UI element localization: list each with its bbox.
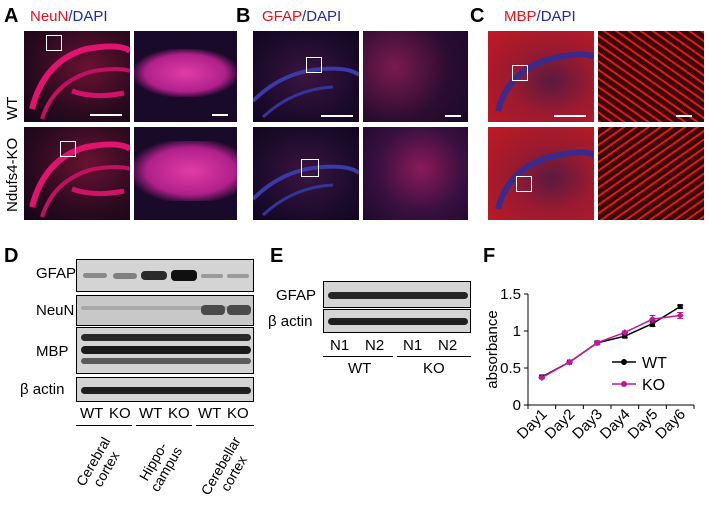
- y-tick-label: 0: [513, 397, 521, 414]
- group-underline: [76, 425, 132, 426]
- micrograph-a-wt-high: [134, 31, 237, 122]
- blot-e-gfap: [323, 281, 471, 308]
- blot-d-lane: KO: [227, 405, 249, 422]
- x-tick-label: Day6: [652, 406, 689, 443]
- data-point-wt: [650, 321, 655, 327]
- zoom-box: [516, 176, 532, 192]
- x-tick-label: Day4: [597, 406, 634, 443]
- stain-mbp: MBP: [504, 8, 537, 25]
- blot-e-lane: N2: [365, 337, 385, 354]
- micrograph-c-wt-low: [488, 31, 594, 122]
- blot-d-label-mbp: MBP: [36, 343, 69, 360]
- panel-c-stain-title: MBP/DAPI: [504, 8, 576, 25]
- panel-label-a: A: [4, 5, 19, 27]
- y-tick-label: 1: [513, 323, 521, 340]
- data-point-ko: [676, 311, 684, 319]
- y-tick-label: 1.5: [500, 286, 521, 303]
- scale-bar: [445, 115, 461, 117]
- blot-e-lane: N1: [330, 337, 350, 354]
- blot-e-lane: N2: [438, 337, 458, 354]
- micrograph-c-wt-high: [598, 31, 704, 122]
- stain-gfap: GFAP: [262, 8, 303, 25]
- blot-d-label-actin: β actin: [20, 381, 65, 398]
- data-point-wt: [677, 304, 683, 310]
- blot-d-lane: WT: [198, 405, 222, 422]
- zoom-box: [60, 141, 76, 157]
- series-line-ko: [541, 314, 681, 379]
- data-point-wt: [622, 333, 628, 339]
- scale-bar: [554, 115, 586, 117]
- group-underline: [196, 425, 254, 426]
- zoom-box: [512, 65, 528, 81]
- absorbance-chart: 00.511.5Day1Day2Day3Day4Day5Day6absorban…: [484, 286, 695, 443]
- data-point-ko: [621, 328, 629, 336]
- panel-label-b: B: [236, 5, 251, 27]
- blot-d-lane: KO: [109, 405, 131, 422]
- y-tick-label: 0.5: [500, 360, 521, 377]
- stain-dapi: DAPI: [306, 8, 342, 25]
- blot-d-neun: [76, 295, 254, 326]
- legend-label-wt: WT: [642, 355, 667, 372]
- group-underline: [136, 425, 192, 426]
- blot-d-label-neun: NeuN: [36, 302, 75, 319]
- zoom-box: [301, 159, 319, 177]
- y-axis-label: absorbance: [484, 310, 501, 388]
- micrograph-c-ko-high: [598, 127, 704, 220]
- scale-bar: [212, 114, 228, 116]
- panel-a-stain-title: NeuN/DAPI: [30, 8, 108, 25]
- group-underline: [397, 356, 471, 357]
- stain-dapi: DAPI: [72, 8, 108, 25]
- blot-e-group-wt: WT: [348, 360, 372, 377]
- legend-marker-ko: [621, 381, 627, 387]
- zoom-box: [46, 35, 62, 51]
- micrograph-b-ko-low: [253, 127, 359, 220]
- scale-bar: [321, 115, 353, 117]
- x-tick-label: Day3: [569, 406, 606, 443]
- blot-d-actin: [76, 377, 254, 402]
- blot-d-lane: WT: [80, 405, 104, 422]
- panel-label-e: E: [270, 245, 284, 267]
- blot-e-lane: N1: [403, 337, 423, 354]
- row-label-ko: Ndufs4-KO: [4, 137, 21, 212]
- zoom-box: [306, 57, 322, 73]
- panel-label-d: D: [4, 245, 19, 267]
- micrograph-b-wt-high: [363, 31, 468, 122]
- row-label-wt: WT: [4, 96, 21, 120]
- blot-d-lane: KO: [168, 405, 190, 422]
- region-label-cerebral-cortex: Cerebral cortex: [72, 434, 123, 490]
- group-underline: [323, 356, 393, 357]
- x-tick-label: Day2: [542, 406, 579, 443]
- panel-label-f: F: [483, 245, 496, 267]
- scale-bar: [676, 115, 692, 117]
- blot-e-label-gfap: GFAP: [276, 287, 317, 304]
- data-point-ko: [538, 374, 546, 382]
- blot-e-label-actin: β actin: [268, 313, 313, 330]
- blot-e-group-ko: KO: [423, 360, 445, 377]
- x-tick-label: Day5: [625, 406, 662, 443]
- data-point-ko: [649, 315, 656, 323]
- data-point-ko: [566, 358, 573, 366]
- blot-d-lane: WT: [139, 405, 163, 422]
- legend-label-ko: KO: [642, 377, 665, 394]
- blot-d-label-gfap: GFAP: [36, 265, 77, 282]
- stain-dapi: DAPI: [540, 8, 576, 25]
- region-label-cerebellar-cortex: Cerebellar cortex: [197, 433, 251, 498]
- blot-d-gfap: [76, 259, 254, 292]
- region-label-hippocampus: Hippo-campus: [135, 439, 186, 495]
- blot-e-actin: [323, 309, 471, 333]
- stain-neun: NeuN: [30, 8, 69, 25]
- micrograph-c-ko-low: [488, 127, 594, 220]
- micrograph-b-wt-low: [253, 31, 359, 122]
- panel-label-c: C: [470, 5, 485, 27]
- legend-marker-wt: [621, 359, 627, 365]
- micrograph-b-ko-high: [363, 127, 468, 220]
- blot-d-mbp: [76, 327, 254, 374]
- data-point-ko: [593, 339, 601, 347]
- micrograph-a-wt-low: [24, 31, 130, 122]
- panel-b-stain-title: GFAP/DAPI: [262, 8, 342, 25]
- micrograph-a-ko-low: [24, 127, 130, 220]
- scale-bar: [90, 114, 122, 116]
- micrograph-a-ko-high: [134, 127, 237, 220]
